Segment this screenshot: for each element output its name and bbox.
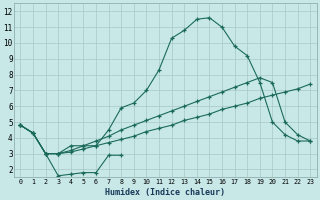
X-axis label: Humidex (Indice chaleur): Humidex (Indice chaleur) <box>105 188 225 197</box>
